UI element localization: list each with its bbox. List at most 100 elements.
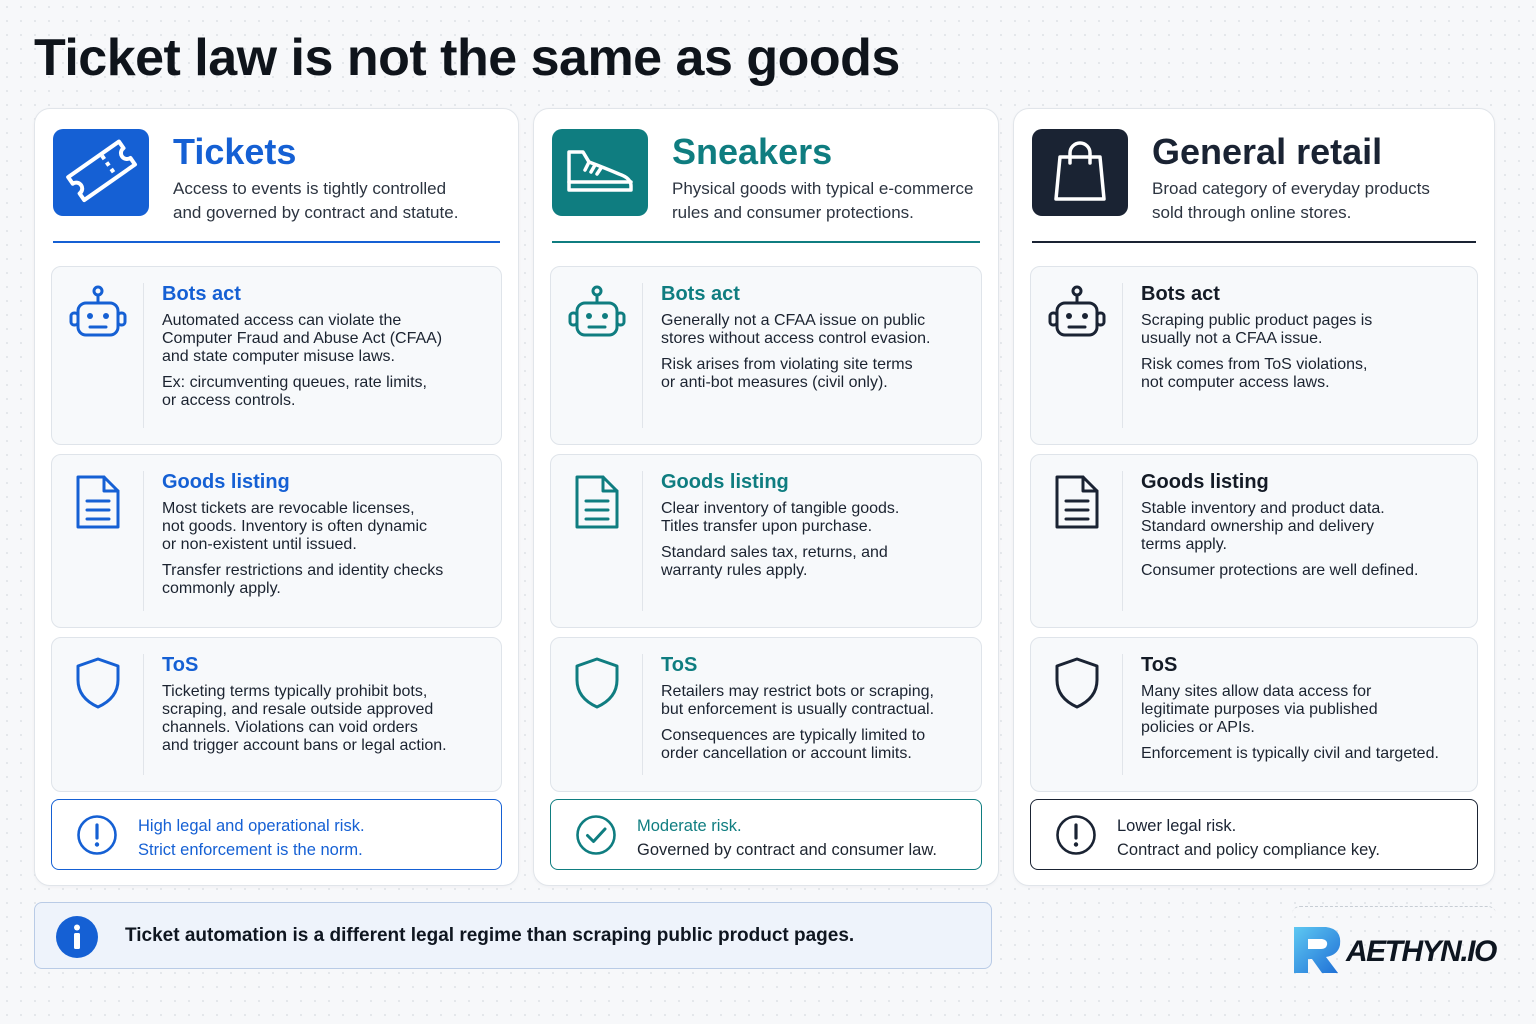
text-line: terms apply. (1141, 536, 1227, 553)
column-header: General retail Broad category of everyda… (1032, 129, 1476, 243)
text-line: Standard ownership and delivery (1141, 518, 1375, 535)
card-title: ToS (661, 654, 698, 676)
card-divider (143, 471, 144, 611)
text-line: Titles transfer upon purchase. (661, 518, 873, 535)
text-line: order cancellation or account limits. (661, 745, 912, 762)
exclamation-icon (76, 814, 118, 856)
subtitle-line: rules and consumer protections. (672, 203, 914, 222)
robot-icon (567, 285, 627, 349)
header-divider (1032, 241, 1476, 243)
text-line: Stable inventory and product data. (1141, 500, 1385, 517)
card-tos: ToS Retailers may restrict bots or scrap… (550, 637, 982, 792)
text-line: or access controls. (162, 392, 296, 409)
column-header: Sneakers Physical goods with typical e-c… (552, 129, 980, 243)
card-title: Bots act (1141, 283, 1220, 305)
text-line: stores without access control evasion. (661, 330, 931, 347)
card-tos: ToS Many sites allow data access for legi… (1030, 637, 1478, 792)
header-icon-tile (1032, 129, 1128, 216)
text-line: Many sites allow data access for (1141, 683, 1372, 700)
text-line: usually not a CFAA issue. (1141, 330, 1323, 347)
card-goods-listing: Goods listing Stable inventory and produ… (1030, 454, 1478, 628)
risk-line-1: Lower legal risk. (1117, 817, 1237, 835)
risk-line-1: Moderate risk. (637, 817, 742, 835)
text-line: Standard sales tax, returns, and (661, 544, 888, 561)
card-divider (642, 471, 643, 611)
risk-line-2: Contract and policy compliance key. (1117, 841, 1380, 859)
column-retail: General retail Broad category of everyda… (1013, 108, 1495, 886)
card-divider (642, 654, 643, 775)
ticket-icon (64, 133, 138, 212)
card-divider (1122, 654, 1123, 775)
robot-icon (1047, 285, 1107, 349)
text-line: Automated access can violate the (162, 312, 402, 329)
document-icon (1047, 473, 1107, 537)
text-line: Risk comes from ToS violations, (1141, 356, 1368, 373)
header-divider (53, 241, 500, 243)
text-line: Most tickets are revocable licenses, (162, 500, 415, 517)
text-line: Clear inventory of tangible goods. (661, 500, 900, 517)
text-line: or anti-bot measures (civil only). (661, 374, 888, 391)
subtitle-line: sold through online stores. (1152, 203, 1352, 222)
check-circle-icon (575, 814, 617, 856)
text-line: but enforcement is usually contractual. (661, 701, 935, 718)
logo-mark-icon (1294, 927, 1341, 973)
info-icon (56, 916, 98, 958)
card-bots-act: Bots act Scraping public product pages i… (1030, 266, 1478, 445)
brand-logo: AETHYN.IO (1292, 906, 1497, 978)
text-line: Consequences are typically limited to (661, 727, 926, 744)
text-line: Ex: circumventing queues, rate limits, (162, 374, 427, 391)
card-title: Goods listing (661, 471, 789, 493)
column-title: General retail (1152, 131, 1383, 172)
text-line: not computer access laws. (1141, 374, 1330, 391)
text-line: not goods. Inventory is often dynamic (162, 518, 428, 535)
card-title: Bots act (661, 283, 740, 305)
document-icon (68, 473, 128, 537)
text-line: commonly apply. (162, 580, 281, 597)
shield-icon (1047, 656, 1107, 720)
text-line: Scraping public product pages is (1141, 312, 1373, 329)
column-subtitle: Access to events is tightly controlled an… (173, 177, 458, 225)
page-title: Ticket law is not the same as goods (34, 29, 900, 87)
risk-text: High legal and operational risk. Strict … (138, 814, 365, 862)
text-line: policies or APIs. (1141, 719, 1255, 736)
text-line: and trigger account bans or legal action… (162, 737, 447, 754)
subtitle-line: Physical goods with typical e-commerce (672, 179, 974, 198)
column-sneakers: Sneakers Physical goods with typical e-c… (533, 108, 999, 886)
risk-callout: Moderate risk. Governed by contract and … (550, 799, 982, 870)
header-icon-tile (552, 129, 648, 216)
header-divider (552, 241, 980, 243)
card-divider (642, 283, 643, 428)
card-divider (143, 283, 144, 428)
column-tickets: Tickets Access to events is tightly cont… (34, 108, 519, 886)
risk-text: Lower legal risk. Contract and policy co… (1117, 814, 1380, 862)
text-line: Risk arises from violating site terms (661, 356, 913, 373)
text-line: Computer Fraud and Abuse Act (CFAA) (162, 330, 443, 347)
card-divider (143, 654, 144, 775)
text-line: warranty rules apply. (661, 562, 808, 579)
text-line: and state computer misuse laws. (162, 348, 395, 365)
risk-line-2: Governed by contract and consumer law. (637, 841, 937, 859)
risk-callout: High legal and operational risk. Strict … (51, 799, 502, 870)
card-title: Goods listing (1141, 471, 1269, 493)
text-line: scraping, and resale outside approved (162, 701, 434, 718)
text-line: Consumer protections are well defined. (1141, 562, 1419, 579)
subtitle-line: and governed by contract and statute. (173, 203, 459, 222)
card-title: Goods listing (162, 471, 290, 493)
shopping-bag-icon (1052, 137, 1108, 208)
header-icon-tile (53, 129, 149, 216)
text-line: Enforcement is typically civil and targe… (1141, 745, 1439, 762)
shield-icon (68, 656, 128, 720)
card-goods-listing: Goods listing Most tickets are revocable… (51, 454, 502, 628)
card-bots-act: Bots act Generally not a CFAA issue on p… (550, 266, 982, 445)
card-tos: ToS Ticketing terms typically prohibit b… (51, 637, 502, 792)
card-title: Bots act (162, 283, 241, 305)
text-line: channels. Violations can void orders (162, 719, 418, 736)
risk-line-1: High legal and operational risk. (138, 817, 365, 835)
exclamation-icon (1055, 814, 1097, 856)
risk-callout: Lower legal risk. Contract and policy co… (1030, 799, 1478, 870)
column-subtitle: Broad category of everyday products sold … (1152, 177, 1430, 225)
subtitle-line: Access to events is tightly controlled (173, 179, 447, 198)
logo-wordmark: AETHYN.IO (1346, 935, 1497, 968)
text-line: Transfer restrictions and identity check… (162, 562, 444, 579)
column-title: Tickets (173, 131, 297, 172)
